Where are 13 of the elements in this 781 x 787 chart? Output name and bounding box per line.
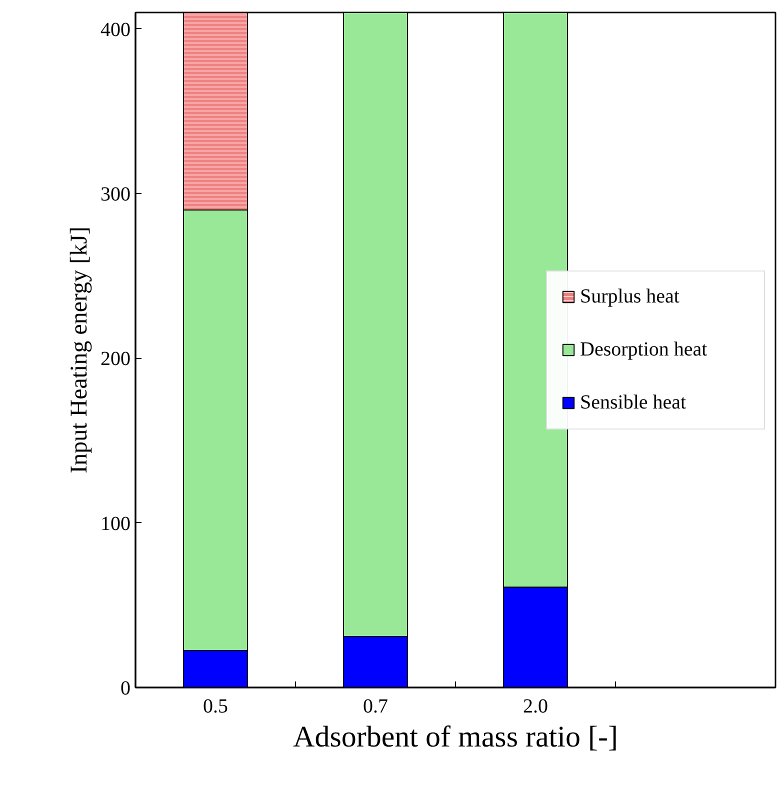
legend-label: Sensible heat — [580, 391, 688, 414]
x-tick-label: 0.7 — [363, 696, 388, 718]
x-axis-title: Adsorbent of mass ratio [-] — [293, 720, 618, 754]
y-tick-label: 0 — [120, 678, 130, 700]
y-tick-label: 100 — [100, 512, 130, 535]
legend-label: Surplus heat — [580, 285, 680, 308]
y-tick-label: 300 — [100, 184, 130, 206]
x-tick-label: 2.0 — [523, 696, 548, 718]
y-tick-label: 400 — [100, 18, 130, 41]
legend-label: Desorption heat — [580, 338, 708, 361]
y-axis-title: Input Heating energy [kJ] — [66, 226, 92, 474]
y-tick-label: 200 — [100, 348, 130, 370]
x-tick-label: 0.5 — [203, 696, 228, 718]
